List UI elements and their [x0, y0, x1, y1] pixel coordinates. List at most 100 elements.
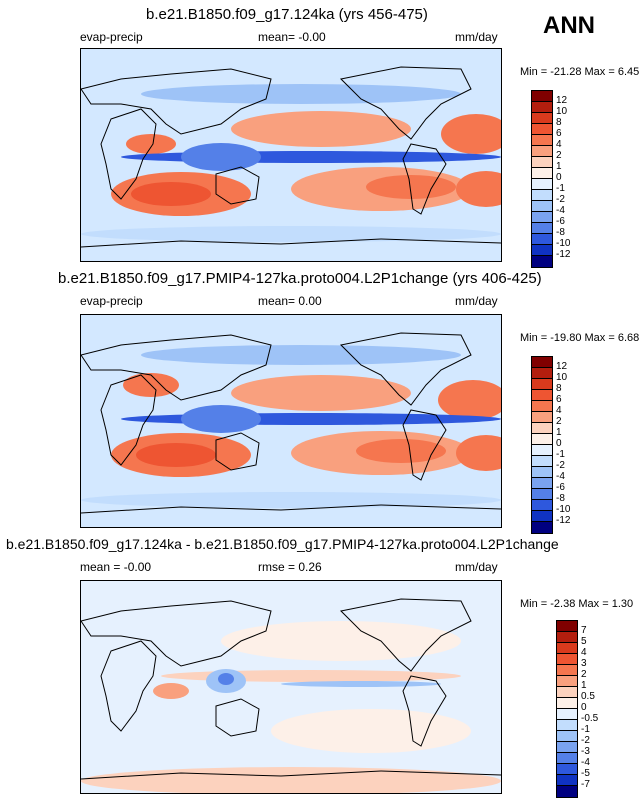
field-patch-itcz [121, 413, 501, 425]
colorbar-1-tick: -10 [556, 238, 571, 249]
continent-north-america-outline [339, 332, 472, 406]
colorbar-1-swatch [532, 223, 552, 234]
panel-1-map [80, 48, 502, 262]
panel-2-map-svg [81, 332, 501, 514]
colorbar-3-swatch [557, 643, 577, 654]
continent-south-america-outline [402, 675, 447, 747]
colorbar-2-tick: 12 [556, 361, 568, 372]
field-patch-diff-itcz [281, 681, 441, 687]
colorbar-3-tick: -5 [581, 768, 590, 779]
colorbar-1-swatch [532, 135, 552, 146]
field-patch-south-indian-core [131, 182, 211, 206]
colorbar-1-swatch [532, 124, 552, 135]
panel-2-colorbar [531, 356, 553, 534]
continent-australia-outline [215, 166, 260, 205]
colorbar-2-tick: 6 [556, 394, 562, 405]
continent-eurasia-outline [81, 334, 272, 401]
colorbar-2-tick: 8 [556, 383, 562, 394]
colorbar-3-tick: 4 [581, 647, 587, 658]
panel-3-map-svg [81, 598, 501, 793]
colorbar-2-swatch [532, 456, 552, 467]
colorbar-2-tick: -12 [556, 515, 571, 526]
colorbar-2-swatch [532, 445, 552, 456]
colorbar-2-tick: 10 [556, 372, 568, 383]
continent-africa-outline [100, 108, 157, 200]
colorbar-2-swatch [532, 368, 552, 379]
colorbar-1-tick: 1 [556, 161, 562, 172]
colorbar-1-tick: 4 [556, 139, 562, 150]
colorbar-1-swatch [532, 102, 552, 113]
colorbar-3-swatch [557, 687, 577, 698]
colorbar-2-swatch [532, 467, 552, 478]
colorbar-3-swatch [557, 665, 577, 676]
colorbar-3-swatch [557, 731, 577, 742]
continent-north-america-outline [339, 598, 472, 672]
panel-3-title: b.e21.B1850.f09_g17.124ka - b.e21.B1850.… [6, 536, 559, 552]
continent-australia-outline [215, 698, 260, 737]
continent-south-america-outline [402, 143, 447, 215]
colorbar-1-swatch [532, 179, 552, 190]
season-label: ANN [543, 12, 595, 39]
colorbar-3-swatch [557, 698, 577, 709]
colorbar-1-tick: -6 [556, 216, 565, 227]
colorbar-1-swatch [532, 91, 552, 102]
colorbar-1-swatch [532, 168, 552, 179]
colorbar-3-swatch [557, 676, 577, 687]
continent-australia-outline [215, 432, 260, 471]
continent-africa-outline [100, 374, 157, 466]
colorbar-1-swatch [532, 201, 552, 212]
colorbar-3-tick: 3 [581, 658, 587, 669]
panel-1-title: b.e21.B1850.f09_g17.124ka (yrs 456-475) [146, 6, 428, 23]
colorbar-3-tick: -1 [581, 724, 590, 735]
colorbar-2-swatch [532, 423, 552, 434]
continent-antarctica-outline [81, 238, 501, 248]
colorbar-3-tick: -4 [581, 757, 590, 768]
colorbar-1-swatch [532, 113, 552, 124]
panel-3-minmax: Min = -2.38 Max = 1.30 [520, 598, 634, 610]
panel-1-colorbar [531, 90, 553, 268]
colorbar-3-tick: -7 [581, 779, 590, 790]
panel-1-variable-label: evap-precip [80, 30, 143, 44]
colorbar-2-tick: -4 [556, 471, 565, 482]
colorbar-2-swatch [532, 401, 552, 412]
field-patch-south-pacific-core [356, 439, 446, 463]
colorbar-3-swatch [557, 742, 577, 753]
colorbar-1-tick: 6 [556, 128, 562, 139]
colorbar-3-tick: 1 [581, 680, 587, 691]
colorbar-2-tick: -8 [556, 493, 565, 504]
colorbar-2-swatch [532, 478, 552, 489]
colorbar-3-swatch [557, 753, 577, 764]
field-patch-diff-tropics [161, 670, 461, 682]
continent-antarctica-outline [81, 770, 501, 780]
colorbar-1-tick: 0 [556, 172, 562, 183]
colorbar-3-tick: 2 [581, 669, 587, 680]
field-patch-diff-indian [153, 683, 189, 699]
panel-3-mean-label: mean = -0.00 [80, 560, 152, 574]
colorbar-2-swatch [532, 500, 552, 511]
colorbar-3-tick: 7 [581, 625, 587, 636]
field-patch-arabian-sea [126, 134, 176, 154]
colorbar-1-tick: -12 [556, 249, 571, 260]
panel-2-minmax: Min = -19.80 Max = 6.68 [520, 332, 640, 344]
continent-south-america-outline [402, 409, 447, 481]
colorbar-1-tick: 8 [556, 117, 562, 128]
colorbar-1-swatch [532, 157, 552, 168]
colorbar-2-swatch [532, 511, 552, 522]
colorbar-2-tick: -1 [556, 449, 565, 460]
colorbar-3-swatch [557, 786, 577, 797]
colorbar-2-swatch [532, 379, 552, 390]
colorbar-3-tick: 0 [581, 702, 587, 713]
panel-3-map [80, 580, 502, 794]
field-patch-maritime-continent [181, 405, 261, 433]
panel-1-minmax: Min = -21.28 Max = 6.45 [520, 66, 640, 78]
colorbar-2-swatch [532, 434, 552, 445]
colorbar-1-tick: 12 [556, 95, 568, 106]
colorbar-3-swatch [557, 621, 577, 632]
field-patch-diff-maritime-core [218, 673, 234, 685]
panel-2-mean-label: mean= 0.00 [258, 294, 322, 308]
colorbar-1-swatch [532, 234, 552, 245]
field-patch-diff-north-pacific [221, 621, 461, 661]
continent-eurasia-outline [81, 68, 272, 135]
field-patch-north-atlantic [441, 114, 501, 154]
field-patch-diff-south-pacific [271, 709, 471, 753]
